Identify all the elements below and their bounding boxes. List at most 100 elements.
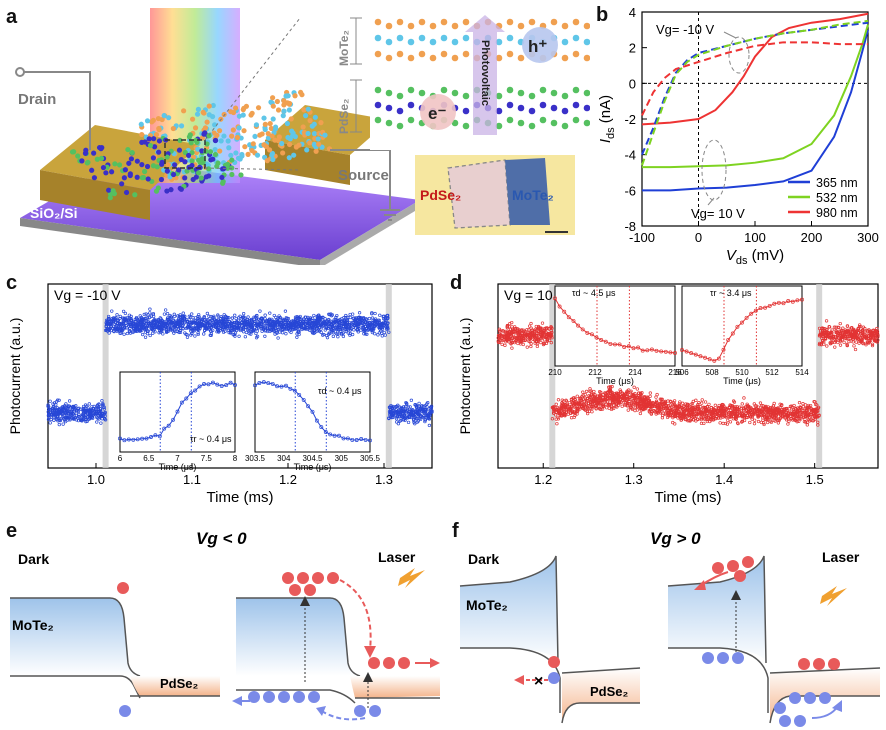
data-point — [322, 320, 326, 325]
data-point — [423, 418, 428, 422]
atom — [228, 152, 234, 158]
data-point — [635, 401, 640, 406]
data-point — [315, 325, 320, 330]
data-point — [204, 326, 209, 331]
data-point — [420, 404, 424, 408]
data-point — [197, 318, 201, 323]
data-point — [548, 335, 552, 339]
switch-band — [385, 284, 392, 468]
data-point — [520, 328, 524, 332]
x-tick-label: 1.2 — [279, 472, 297, 487]
data-point — [596, 401, 600, 406]
data-point — [65, 410, 69, 414]
atom — [269, 152, 275, 158]
atom — [429, 38, 437, 46]
data-point — [237, 334, 241, 338]
atom — [241, 128, 247, 134]
data-point — [565, 403, 570, 407]
data-point — [540, 321, 545, 325]
data-point — [588, 402, 593, 406]
atom — [122, 167, 128, 173]
atom — [296, 142, 302, 148]
data-point — [658, 407, 663, 412]
atom — [407, 116, 415, 124]
data-point — [165, 321, 169, 325]
data-point — [594, 406, 598, 410]
data-point — [67, 404, 72, 408]
inset-x-label: Time (μs) — [159, 462, 197, 472]
atom — [186, 134, 193, 140]
data-point — [164, 325, 169, 329]
data-point — [417, 401, 421, 406]
data-point — [416, 419, 420, 423]
data-point — [125, 331, 130, 336]
data-point — [635, 408, 640, 412]
data-point — [615, 405, 619, 409]
atom — [262, 121, 268, 127]
atom — [305, 106, 311, 112]
data-point — [280, 331, 285, 335]
data-point — [230, 329, 234, 333]
atom — [212, 146, 218, 153]
data-point — [697, 408, 702, 412]
atom — [462, 50, 470, 58]
data-point — [289, 325, 293, 329]
data-point — [95, 409, 99, 413]
data-point — [121, 309, 126, 313]
data-point — [348, 331, 352, 336]
data-point — [663, 412, 668, 417]
data-point — [88, 414, 92, 419]
data-point — [550, 326, 554, 331]
atom — [550, 89, 558, 97]
data-point — [843, 335, 848, 339]
atom — [134, 158, 140, 164]
data-point — [527, 328, 531, 332]
data-point — [739, 406, 743, 411]
data-point — [227, 316, 231, 320]
atom — [374, 34, 382, 42]
atom — [418, 89, 426, 97]
atom — [311, 131, 318, 137]
atom — [407, 22, 415, 30]
data-point — [217, 319, 222, 323]
atom — [270, 95, 276, 101]
data-point — [281, 327, 285, 332]
data-point — [343, 322, 347, 326]
data-point — [198, 324, 202, 329]
atom — [217, 148, 223, 154]
data-point — [802, 415, 806, 419]
data-point — [872, 338, 877, 342]
data-point — [825, 344, 829, 348]
data-point — [377, 325, 381, 330]
inset-point — [144, 436, 149, 441]
data-point — [836, 340, 840, 345]
data-point — [285, 316, 289, 321]
data-point — [673, 412, 677, 416]
data-point — [648, 394, 652, 399]
inset-tick-label: 304 — [277, 454, 291, 463]
data-point — [380, 326, 385, 330]
data-point — [850, 326, 854, 330]
switch-band — [816, 284, 823, 468]
data-point — [511, 327, 515, 331]
data-point — [405, 407, 410, 412]
atom — [139, 131, 145, 138]
panel-letter-d: d — [450, 272, 463, 294]
data-point — [385, 326, 389, 330]
data-point — [516, 341, 520, 346]
data-point — [746, 410, 750, 414]
atom — [156, 149, 162, 155]
atom — [158, 176, 165, 183]
data-point — [642, 407, 646, 412]
inset-point — [310, 409, 315, 414]
data-point — [230, 316, 234, 320]
data-point — [716, 406, 721, 410]
atom — [396, 50, 404, 58]
atom — [495, 122, 503, 130]
atom — [407, 101, 415, 109]
data-point — [148, 307, 152, 311]
data-point — [118, 331, 122, 336]
data-point — [581, 390, 585, 394]
inset-tick-label: 305 — [335, 454, 349, 463]
data-point — [422, 414, 426, 418]
